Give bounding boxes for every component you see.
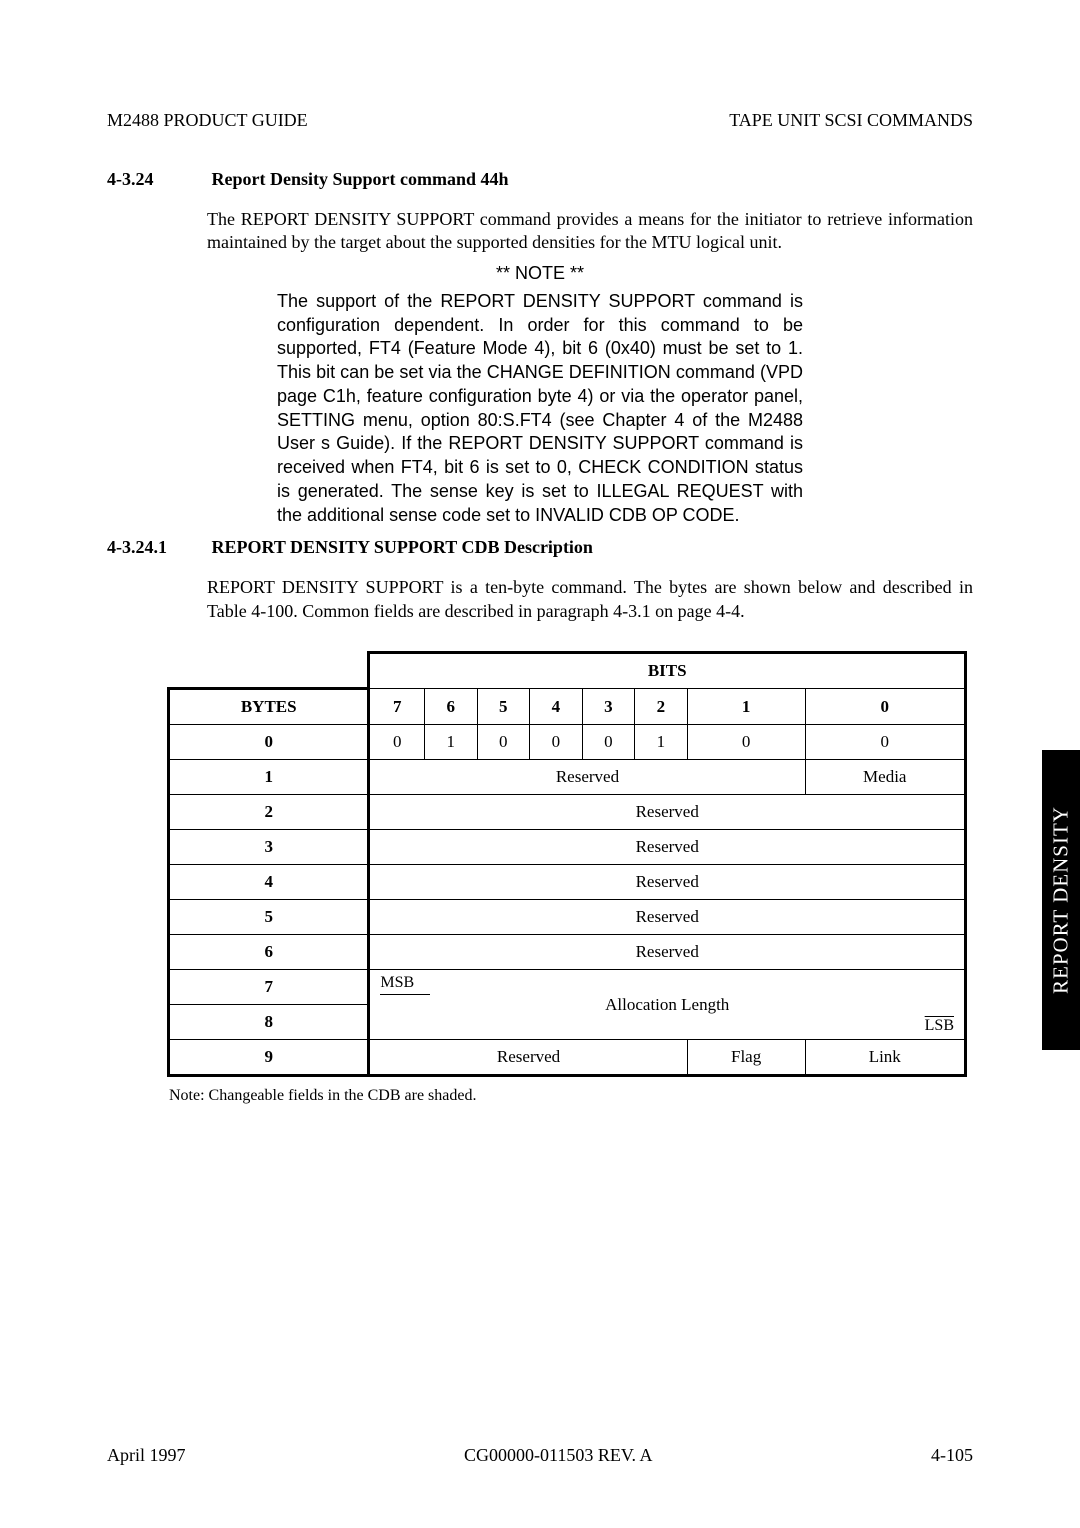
footer-right: 4-105 [931, 1445, 973, 1466]
bytes-header: BYTES [169, 689, 369, 725]
link-cell: Link [805, 1040, 966, 1076]
media-cell: Media [805, 760, 966, 795]
bit-cell: 0 [530, 725, 583, 760]
note-header: ** NOTE ** [107, 263, 973, 284]
bit-col: 1 [687, 689, 805, 725]
header-left: M2488 PRODUCT GUIDE [107, 110, 308, 131]
section-para: The REPORT DENSITY SUPPORT command provi… [207, 208, 973, 255]
byte-row-label: 3 [169, 830, 369, 865]
bit-col: 0 [805, 689, 966, 725]
msb-label: MSB [380, 974, 414, 992]
byte-row-label: 2 [169, 795, 369, 830]
bit-cell: 0 [477, 725, 530, 760]
reserved-cell: Reserved [369, 760, 805, 795]
footer-center: CG00000-011503 REV. A [464, 1445, 653, 1466]
bit-cell: 0 [582, 725, 635, 760]
allocation-length-cell: MSB Allocation Length LSB [369, 970, 966, 1040]
section-number: 4-3.24 [107, 169, 207, 190]
bit-cell: 0 [369, 725, 425, 760]
byte-row-label: 7 [169, 970, 369, 1005]
section-para: REPORT DENSITY SUPPORT is a ten-byte com… [207, 576, 973, 623]
lsb-label: LSB [925, 1017, 954, 1035]
byte-row-label: 1 [169, 760, 369, 795]
page-footer: April 1997 CG00000-011503 REV. A 4-105 [107, 1445, 973, 1466]
bit-cell: 1 [424, 725, 477, 760]
page-header: M2488 PRODUCT GUIDE TAPE UNIT SCSI COMMA… [107, 110, 973, 131]
reserved-cell: Reserved [369, 935, 966, 970]
bit-col: 5 [477, 689, 530, 725]
footer-left: April 1997 [107, 1445, 186, 1466]
bit-col: 3 [582, 689, 635, 725]
byte-row-label: 4 [169, 865, 369, 900]
bit-cell: 0 [805, 725, 966, 760]
bit-cell: 1 [635, 725, 688, 760]
bit-col: 2 [635, 689, 688, 725]
msb-underline [380, 994, 430, 995]
section-title: Report Density Support command 44h [212, 169, 509, 189]
byte-row-label: 9 [169, 1040, 369, 1076]
reserved-cell: Reserved [369, 1040, 687, 1076]
section-4-3-24: 4-3.24 Report Density Support command 44… [107, 169, 973, 190]
reserved-cell: Reserved [369, 830, 966, 865]
side-tab: REPORT DENSITY [1042, 750, 1080, 1050]
section-title: REPORT DENSITY SUPPORT CDB Description [212, 537, 593, 557]
bits-header: BITS [369, 653, 966, 689]
allocation-length-label: Allocation Length [605, 995, 729, 1014]
reserved-cell: Reserved [369, 795, 966, 830]
byte-row-label: 0 [169, 725, 369, 760]
note-body: The support of the REPORT DENSITY SUPPOR… [277, 290, 803, 528]
bit-col: 6 [424, 689, 477, 725]
bit-col: 4 [530, 689, 583, 725]
cdb-table: BITS BYTES 7 6 5 4 3 2 1 0 0 0 1 0 0 0 1… [167, 651, 967, 1077]
table-note: Note: Changeable fields in the CDB are s… [169, 1087, 973, 1105]
table-corner [169, 653, 369, 689]
bit-cell: 0 [687, 725, 805, 760]
reserved-cell: Reserved [369, 865, 966, 900]
section-4-3-24-1: 4-3.24.1 REPORT DENSITY SUPPORT CDB Desc… [107, 537, 973, 558]
byte-row-label: 8 [169, 1005, 369, 1040]
header-right: TAPE UNIT SCSI COMMANDS [729, 110, 973, 131]
section-number: 4-3.24.1 [107, 537, 207, 558]
flag-cell: Flag [687, 1040, 805, 1076]
byte-row-label: 6 [169, 935, 369, 970]
byte-row-label: 5 [169, 900, 369, 935]
reserved-cell: Reserved [369, 900, 966, 935]
bit-col: 7 [369, 689, 425, 725]
